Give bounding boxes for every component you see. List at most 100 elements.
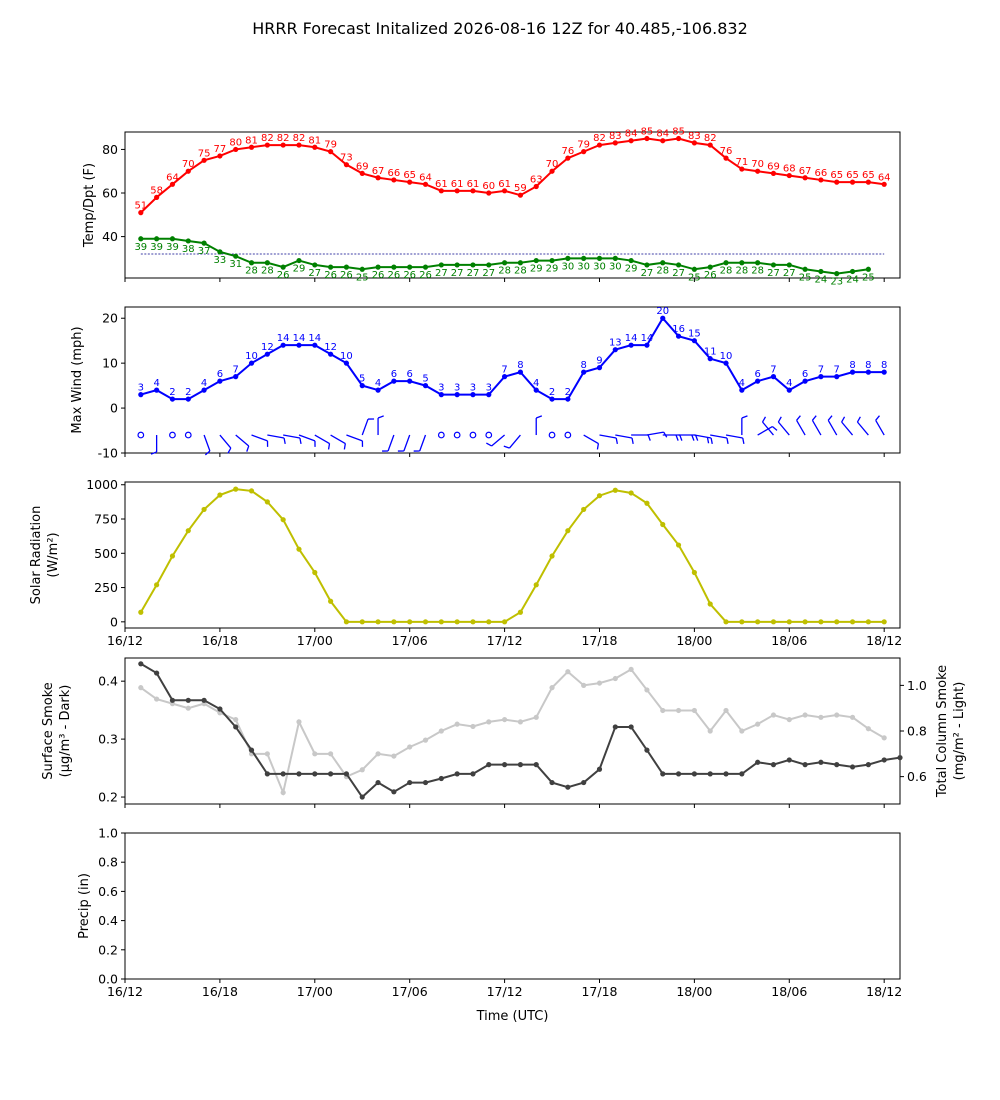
x-axis-label: Time (UTC) <box>476 1009 549 1024</box>
total-column-smoke-point <box>755 721 761 727</box>
wind-barb <box>811 419 822 436</box>
wind-barb-flag <box>811 415 817 421</box>
dewpoint-data-label: 25 <box>799 272 812 283</box>
temperature-data-label: 69 <box>356 161 369 172</box>
max-wind-point <box>818 374 824 380</box>
x-tick-label: 18/00 <box>676 633 712 648</box>
y-tick-label: 0.2 <box>98 942 118 957</box>
temperature-point <box>438 188 444 194</box>
dewpoint-data-label: 28 <box>656 266 669 277</box>
dewpoint-data-label: 26 <box>704 270 717 281</box>
max-wind-point <box>802 378 808 384</box>
dewpoint-data-label: 26 <box>340 270 353 281</box>
temperature-point <box>565 155 571 161</box>
total-column-smoke-point <box>596 680 603 686</box>
temperature-data-label: 61 <box>498 179 511 190</box>
dewpoint-point <box>486 262 492 268</box>
total-column-smoke-point <box>486 719 492 725</box>
wind-barb-calm <box>137 431 145 439</box>
wind-barb-flag <box>647 434 651 441</box>
surface-smoke-point <box>802 762 808 768</box>
dewpoint-point <box>438 262 444 268</box>
y-tick-label: 0.3 <box>98 732 118 747</box>
temperature-data-label: 76 <box>720 146 733 157</box>
dewpoint-data-label: 30 <box>593 261 606 272</box>
temperature-line <box>140 137 885 214</box>
wind-barb-calm <box>485 431 493 439</box>
wind-barb <box>267 434 285 439</box>
dewpoint-data-label: 25 <box>356 272 369 283</box>
dewpoint-data-label: 27 <box>641 268 654 279</box>
x-tick-label: 17/12 <box>487 984 523 999</box>
solar-radiation-line <box>139 488 885 623</box>
max-wind-data-label: 15 <box>688 329 701 340</box>
wind-barb <box>725 434 743 439</box>
temperature-data-label: 84 <box>656 129 669 140</box>
surface-smoke-point <box>312 771 318 777</box>
temperature-data-label: 64 <box>419 172 432 183</box>
surface-smoke-point <box>628 724 634 730</box>
max-wind-data-label: 2 <box>565 387 571 398</box>
temperature-point <box>359 170 365 177</box>
temperature-point <box>802 175 808 181</box>
temperature-point <box>707 142 713 148</box>
dewpoint-point <box>723 260 729 266</box>
dewpoint-data-label: 28 <box>514 266 527 277</box>
wind-barb-flag <box>761 416 767 423</box>
surface-smoke-point <box>407 779 413 786</box>
solar-radiation-point <box>849 619 856 625</box>
y-tick-label: 0.6 <box>98 884 118 899</box>
surface-smoke-point <box>565 784 571 790</box>
total-column-smoke-point <box>849 714 856 720</box>
wind-barb-flag <box>706 437 710 444</box>
surface-smoke-point <box>755 759 761 765</box>
max-wind-data-label: 3 <box>470 383 476 394</box>
wind-barb <box>646 431 664 436</box>
wind-barb-calm <box>453 431 461 439</box>
surface-smoke-point <box>549 779 555 786</box>
wind-barb-flag <box>694 434 699 441</box>
max-wind-point <box>834 374 840 380</box>
surface-smoke-point <box>533 762 539 768</box>
temperature-point <box>739 166 745 172</box>
temperature-point <box>248 144 255 150</box>
max-wind-data-label: 4 <box>375 378 381 389</box>
max-wind-point <box>375 387 381 393</box>
temperature-point <box>169 181 176 187</box>
max-wind-data-label: 10 <box>340 351 353 362</box>
dewpoint-point <box>549 257 555 264</box>
wind-barb-flag <box>875 415 880 421</box>
y-tick-label: 0.4 <box>98 674 118 689</box>
temperature-point <box>786 172 792 179</box>
max-wind-data-label: 2 <box>169 387 175 398</box>
max-wind-data-label: 6 <box>217 369 223 380</box>
wind-barb-flag <box>796 415 801 421</box>
solar-radiation-point <box>596 493 603 499</box>
wind-barb-flag <box>691 434 695 441</box>
surface-smoke-point <box>818 759 824 765</box>
total-column-smoke-point <box>407 744 413 750</box>
dewpoint-point <box>201 240 207 246</box>
total-column-smoke-point <box>549 685 555 691</box>
y-tick-label: 1000 <box>86 477 118 492</box>
dewpoint-data-label: 27 <box>435 268 448 279</box>
surface-smoke-point <box>596 766 603 772</box>
solar-radiation-point <box>739 619 745 625</box>
y-tick-label: 20 <box>102 311 118 326</box>
dewpoint-point <box>343 264 350 270</box>
temperature-data-label: 85 <box>641 127 654 138</box>
max-wind-point <box>280 342 286 348</box>
surface-smoke-point <box>328 771 334 777</box>
temperature-data-label: 65 <box>846 170 859 181</box>
temperature-data-label: 66 <box>388 168 401 179</box>
dewpoint-data-label: 29 <box>546 264 559 275</box>
temperature-data-label: 82 <box>293 133 306 144</box>
temperature-point <box>675 135 682 142</box>
max-wind-point <box>154 387 160 393</box>
temperature-point <box>581 149 587 155</box>
temperature-point <box>343 162 350 168</box>
total-column-smoke-point <box>280 789 286 796</box>
y-tick-label: 750 <box>94 512 118 527</box>
surface-smoke-point <box>169 697 176 703</box>
